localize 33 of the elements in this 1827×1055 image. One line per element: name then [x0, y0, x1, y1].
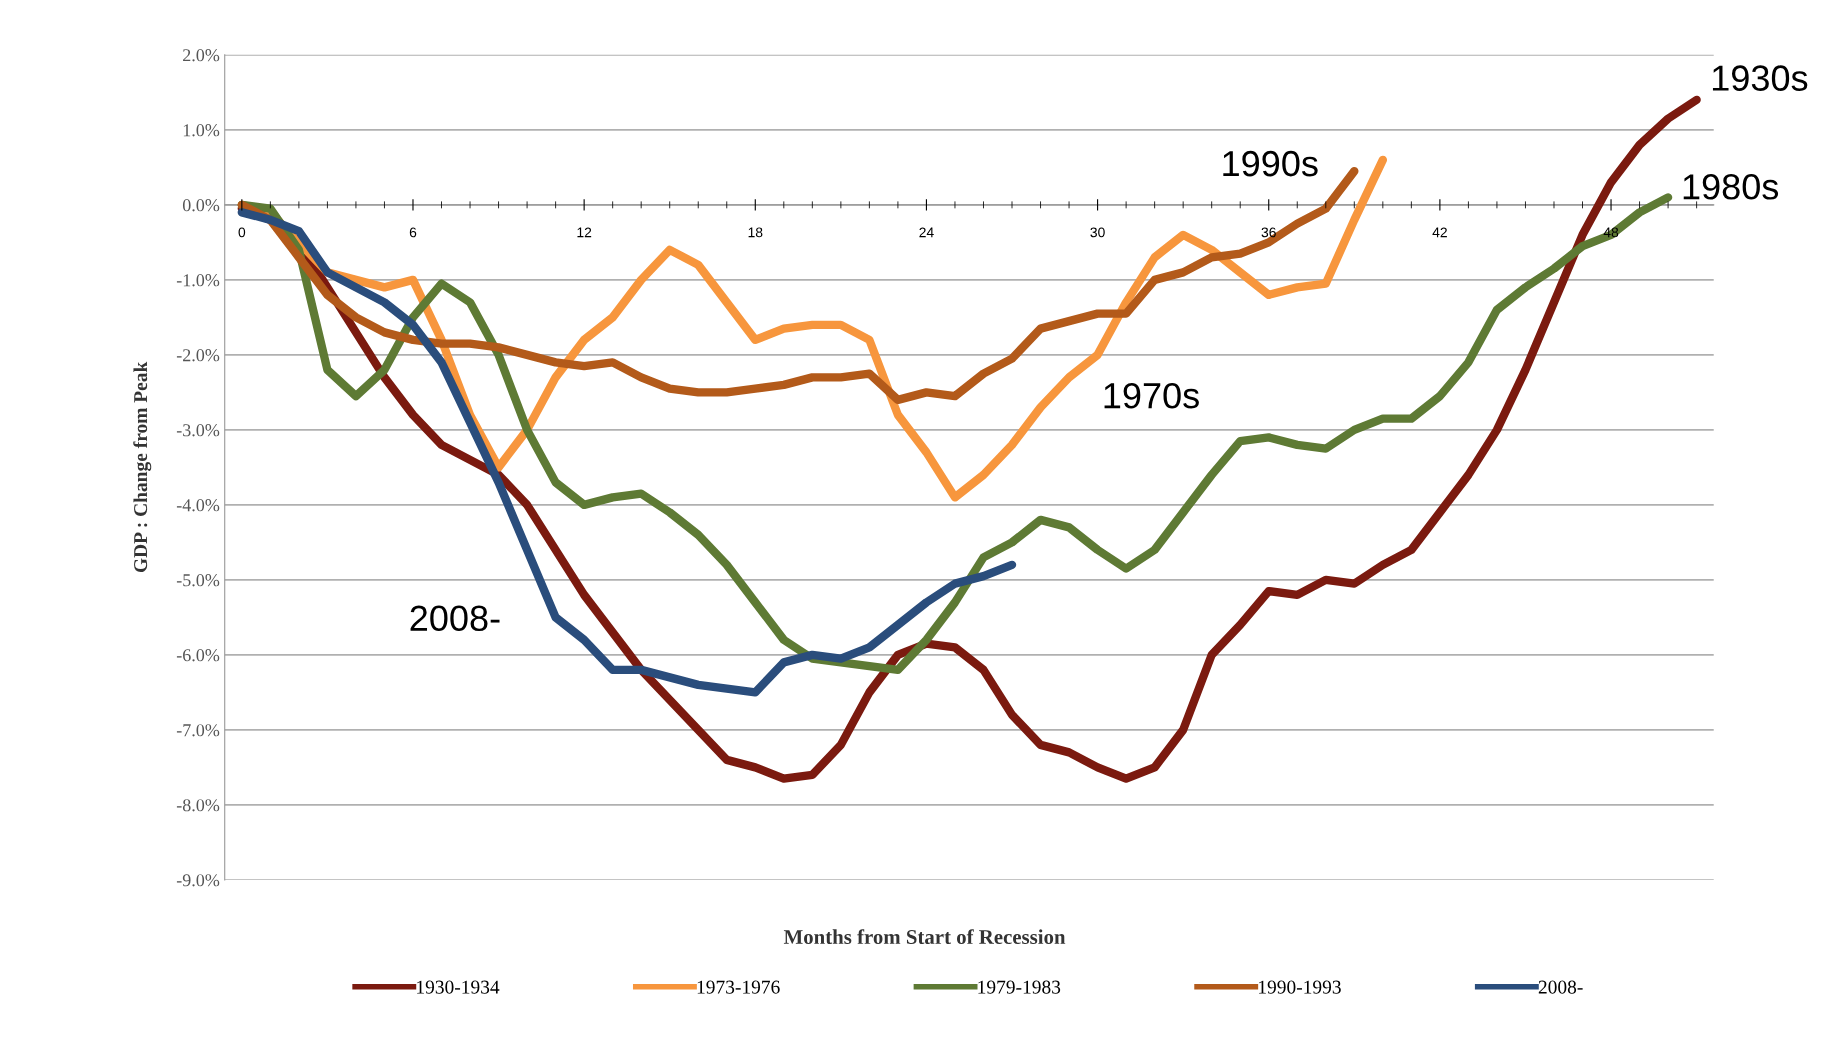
x-tick-label: 12 — [577, 227, 592, 238]
annotation: 1990s — [1223, 150, 1318, 177]
legend-label: 1930-1934 — [417, 980, 500, 994]
annotation: 1970s — [1104, 382, 1199, 409]
legend-label: 1973-1976 — [697, 980, 780, 994]
y-tick-label: 2.0% — [183, 49, 220, 62]
legend-label: 1990-1993 — [1259, 980, 1341, 994]
legend-label: 1979-1983 — [978, 980, 1061, 994]
x-tick-label: 18 — [748, 227, 763, 238]
x-axis-title: Months from Start of Recession — [783, 929, 1066, 945]
x-tick-label: 36 — [1261, 227, 1276, 238]
x-tick-label: 24 — [919, 227, 934, 238]
y-tick-label: -6.0% — [176, 649, 220, 662]
annotation: 1930s — [1712, 65, 1808, 91]
y-tick-label: 0.0% — [182, 199, 220, 212]
y-tick-label: -3.0% — [176, 424, 220, 437]
y-axis-title: GDP : Change from Peak — [133, 361, 152, 573]
annotation: 2008- — [410, 605, 500, 632]
y-tick-label: -8.0% — [176, 799, 220, 812]
y-tick-label: -5.0% — [176, 574, 220, 587]
y-tick-label: -2.0% — [176, 349, 220, 362]
y-tick-label: -9.0% — [176, 874, 220, 887]
annotation: 1980s — [1683, 174, 1779, 200]
y-tick-label: 1.0% — [183, 124, 220, 137]
x-tick-label: 30 — [1090, 227, 1105, 238]
x-tick-label: 6 — [409, 227, 417, 238]
x-tick-label: 0 — [238, 227, 246, 238]
y-tick-label: -7.0% — [176, 724, 220, 737]
y-tick-label: -4.0% — [176, 499, 220, 512]
legend-label: 2008- — [1538, 980, 1583, 994]
x-tick-label: 42 — [1432, 227, 1447, 238]
x-tick-label: 48 — [1603, 227, 1619, 238]
y-tick-label: -1.0% — [176, 274, 220, 287]
